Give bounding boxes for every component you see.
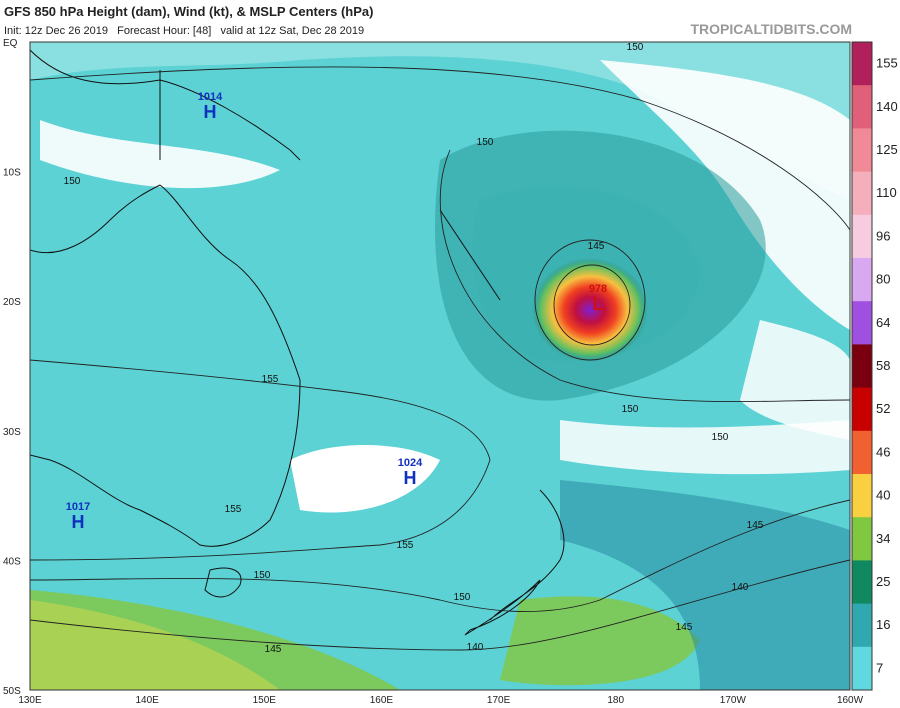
colorbar-swatch: [852, 301, 872, 345]
pressure-symbol: L: [593, 294, 604, 314]
pressure-symbol: H: [204, 102, 217, 122]
colorbar-swatch: [852, 344, 872, 389]
contour-label: 140: [467, 642, 484, 653]
contour-label: 145: [747, 520, 764, 531]
latitude-label: EQ: [3, 38, 18, 49]
colorbar-swatch: [852, 214, 872, 259]
contour-label: 150: [477, 137, 494, 148]
latitude-label: 50S: [3, 686, 21, 697]
source: TROPICALTIDBITS.COM: [690, 21, 852, 37]
longitude-label: 160W: [837, 695, 864, 706]
colorbar-swatch: [852, 517, 872, 561]
colorbar-label: 125: [876, 142, 898, 157]
colorbar-swatch: [852, 560, 872, 605]
colorbar-swatch: [852, 42, 872, 86]
title: GFS 850 hPa Height (dam), Wind (kt), & M…: [4, 4, 373, 19]
contour-label: 145: [265, 644, 282, 655]
longitude-label: 130E: [18, 695, 42, 706]
map-frame: [29, 41, 851, 691]
colorbar-label: 7: [876, 660, 883, 675]
colorbar-swatch: [852, 171, 872, 216]
colorbar-swatch: [852, 387, 872, 432]
map-area: [30, 42, 850, 690]
colorbar-label: 80: [876, 272, 890, 287]
colorbar-label: 52: [876, 401, 890, 416]
contour-label: 140: [732, 582, 749, 593]
contour-label: 155: [225, 504, 242, 515]
longitude-label: 150E: [253, 695, 277, 706]
pressure-symbol: H: [404, 468, 417, 488]
pressure-value: 978: [589, 283, 607, 295]
pressure-value: 1017: [66, 501, 90, 513]
longitude-label: 140E: [135, 695, 159, 706]
colorbar-label: 40: [876, 488, 890, 503]
colorbar-label: 25: [876, 574, 890, 589]
pressure-value: 1014: [198, 91, 223, 103]
colorbar-label: 34: [876, 531, 890, 546]
contour-label: 145: [676, 622, 693, 633]
latitude-label: 40S: [3, 556, 21, 567]
pressure-value: 1024: [398, 457, 423, 469]
contour-label: 150: [64, 176, 81, 187]
latitude-label: 30S: [3, 427, 21, 438]
colorbar-swatch: [852, 430, 872, 475]
contour-label: 150: [254, 570, 271, 581]
colorbar-label: 16: [876, 617, 890, 632]
contour-label: 155: [397, 540, 414, 551]
contour-label: 155: [262, 374, 279, 385]
coastlines: [30, 49, 565, 636]
colorbar-swatch: [852, 85, 872, 129]
contour-label: 150: [712, 432, 729, 443]
colorbar-label: 46: [876, 444, 890, 459]
longitude-label: 160E: [370, 695, 394, 706]
colorbar-label: 64: [876, 315, 890, 330]
colorbar-label: 58: [876, 358, 890, 373]
colorbar-label: 110: [876, 185, 897, 200]
latitude-label: 20S: [3, 297, 21, 308]
longitude-label: 180: [607, 695, 624, 706]
colorbar-label: 155: [876, 56, 898, 71]
contour-label: 150: [622, 404, 639, 415]
colorbar-swatch: [852, 258, 872, 302]
longitude-label: 170W: [720, 695, 747, 706]
latitude-label: 10S: [3, 168, 21, 179]
colorbar-swatch: [852, 474, 872, 518]
colorbar-swatch: [852, 603, 872, 648]
height-contours: [30, 66, 850, 651]
contour-label: 145: [588, 241, 605, 252]
colorbar-swatch: [852, 128, 872, 173]
colorbar-frame: [851, 41, 873, 691]
subtitle: Init: 12z Dec 26 2019 Forecast Hour: [48…: [4, 25, 364, 37]
pressure-symbol: H: [72, 512, 85, 532]
colorbar-label: 96: [876, 228, 890, 243]
contour-label: 150: [627, 42, 644, 53]
colorbar-label: 140: [876, 99, 898, 114]
colorbar-swatch: [852, 646, 872, 691]
longitude-label: 170E: [487, 695, 511, 706]
contour-label: 150: [454, 592, 471, 603]
